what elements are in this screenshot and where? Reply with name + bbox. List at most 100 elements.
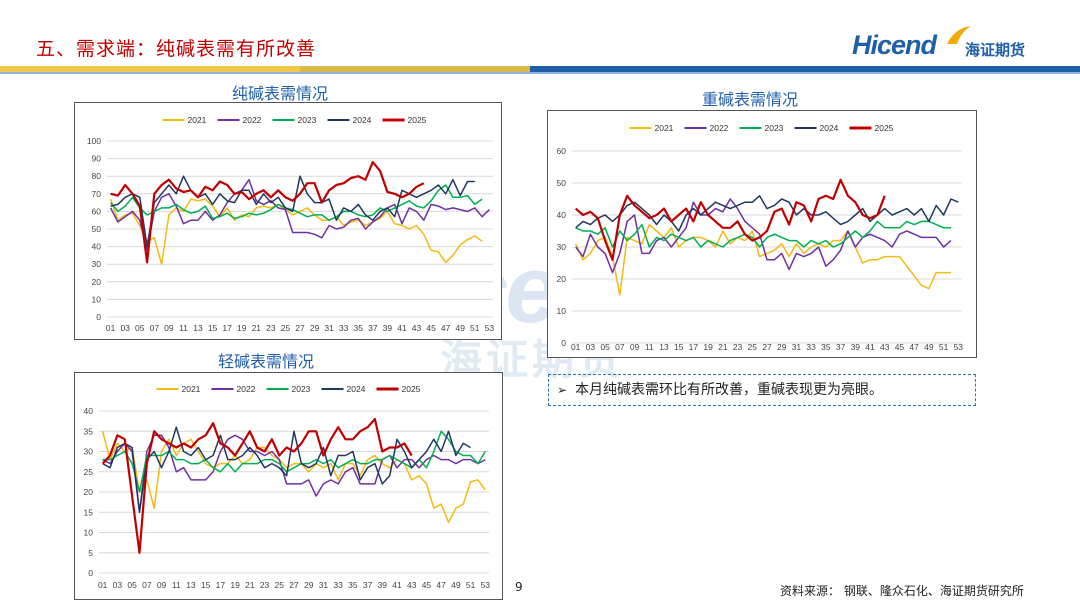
x-tick-label: 25 — [275, 580, 285, 590]
x-tick-label: 47 — [441, 323, 451, 333]
x-tick-label: 11 — [645, 342, 654, 352]
chart-title-heavy: 重碱表需情况 — [702, 90, 799, 109]
y-tick-label: 100 — [87, 136, 101, 146]
series-line-2025 — [110, 161, 425, 264]
legend-label-2022: 2022 — [243, 115, 262, 125]
x-tick-label: 19 — [237, 323, 247, 333]
x-tick-label: 39 — [851, 342, 861, 352]
x-tick-label: 53 — [485, 323, 495, 333]
series-line-2023 — [102, 430, 486, 493]
x-tick-label: 39 — [383, 323, 393, 333]
x-tick-label: 01 — [98, 580, 108, 590]
legend-label-2022: 2022 — [237, 384, 256, 394]
x-tick-label: 47 — [909, 342, 919, 352]
x-tick-label: 31 — [319, 580, 329, 590]
x-tick-label: 41 — [397, 323, 407, 333]
x-tick-label: 01 — [106, 323, 116, 333]
commentary-box: ➢ 本月纯碱表需环比有所改善，重碱表现更为亮眼。 — [548, 374, 976, 406]
x-tick-label: 09 — [630, 342, 640, 352]
x-tick-label: 17 — [216, 580, 226, 590]
legend-label-2025: 2025 — [875, 123, 894, 133]
logo-text-en: Hicend — [852, 30, 937, 60]
series-line-2022 — [102, 434, 486, 514]
page-number: 9 — [515, 580, 523, 594]
chart-light: 0 5 10 15 20 25 30 35 40 01 03 05 07 09 11 13 15 17 19 21 23… — [74, 372, 503, 600]
commentary-text: 本月纯碱表需环比有所改善，重碱表现更为亮眼。 — [575, 382, 884, 398]
x-tick-label: 21 — [252, 323, 262, 333]
y-tick-label: 0 — [96, 312, 101, 322]
y-tick-label: 30 — [92, 259, 102, 269]
series-line-2023 — [575, 220, 951, 248]
chart-title-light: 轻碱表需情况 — [218, 352, 315, 371]
series-line-2024 — [102, 426, 471, 514]
y-tick-label: 60 — [92, 206, 102, 216]
x-tick-label: 03 — [113, 580, 123, 590]
y-tick-label: 20 — [557, 274, 567, 284]
x-tick-label: 19 — [703, 342, 713, 352]
y-tick-label: 50 — [557, 178, 567, 188]
legend-label-2024: 2024 — [347, 384, 366, 394]
y-tick-label: 20 — [84, 487, 94, 497]
legend-label-2021: 2021 — [182, 384, 201, 394]
x-tick-label: 43 — [880, 342, 890, 352]
x-tick-label: 15 — [674, 342, 684, 352]
series-line-2021 — [109, 198, 483, 265]
y-tick-label: 80 — [92, 171, 102, 181]
x-tick-label: 09 — [157, 580, 167, 590]
legend-label-2024: 2024 — [820, 123, 839, 133]
logo-text-cn: 海证期货 — [965, 41, 1026, 59]
x-tick-label: 29 — [304, 580, 314, 590]
y-tick-label: 30 — [557, 242, 567, 252]
x-tick-label: 15 — [201, 580, 211, 590]
y-tick-label: 10 — [84, 528, 94, 538]
x-tick-label: 07 — [142, 580, 152, 590]
x-tick-label: 35 — [821, 342, 831, 352]
x-tick-label: 39 — [378, 580, 388, 590]
x-tick-label: 49 — [924, 342, 934, 352]
x-tick-label: 23 — [266, 323, 276, 333]
x-tick-label: 37 — [363, 580, 373, 590]
x-tick-label: 05 — [127, 580, 137, 590]
x-tick-label: 35 — [354, 323, 364, 333]
x-tick-label: 45 — [422, 580, 432, 590]
y-tick-label: 40 — [557, 210, 567, 220]
x-tick-label: 43 — [412, 323, 422, 333]
legend-label-2022: 2022 — [710, 123, 729, 133]
y-tick-label: 15 — [84, 507, 94, 517]
x-tick-label: 05 — [600, 342, 610, 352]
x-tick-label: 51 — [939, 342, 949, 352]
x-tick-label: 07 — [615, 342, 625, 352]
chart-soda: 0 10 20 30 40 50 60 70 80 90 100 01 03 05 07 09 11 13 15 17… — [74, 102, 502, 340]
x-tick-label: 37 — [836, 342, 846, 352]
legend-label-2025: 2025 — [408, 115, 427, 125]
x-tick-label: 35 — [348, 580, 358, 590]
x-tick-label: 41 — [865, 342, 875, 352]
y-tick-label: 60 — [557, 146, 567, 156]
x-tick-label: 21 — [718, 342, 728, 352]
series-line-2024 — [575, 195, 959, 232]
series-line-2021 — [575, 223, 951, 296]
x-tick-label: 13 — [193, 323, 203, 333]
legend-label-2023: 2023 — [292, 384, 311, 394]
x-tick-label: 09 — [164, 323, 174, 333]
legend-label-2024: 2024 — [353, 115, 372, 125]
x-tick-label: 13 — [186, 580, 196, 590]
x-tick-label: 33 — [333, 580, 343, 590]
x-tick-label: 23 — [260, 580, 270, 590]
x-tick-label: 49 — [451, 580, 461, 590]
x-tick-label: 03 — [586, 342, 596, 352]
x-tick-label: 37 — [368, 323, 378, 333]
series-line-2021 — [101, 431, 486, 524]
header-band-blue — [530, 66, 1080, 72]
x-tick-label: 43 — [407, 580, 417, 590]
x-tick-label: 03 — [120, 323, 130, 333]
y-tick-label: 20 — [92, 277, 102, 287]
series-line-2025 — [574, 178, 886, 261]
x-tick-label: 31 — [792, 342, 802, 352]
x-tick-label: 01 — [571, 342, 581, 352]
y-tick-label: 40 — [84, 406, 94, 416]
x-tick-label: 17 — [689, 342, 699, 352]
x-tick-label: 13 — [659, 342, 669, 352]
x-tick-label: 17 — [222, 323, 232, 333]
x-tick-label: 21 — [245, 580, 255, 590]
